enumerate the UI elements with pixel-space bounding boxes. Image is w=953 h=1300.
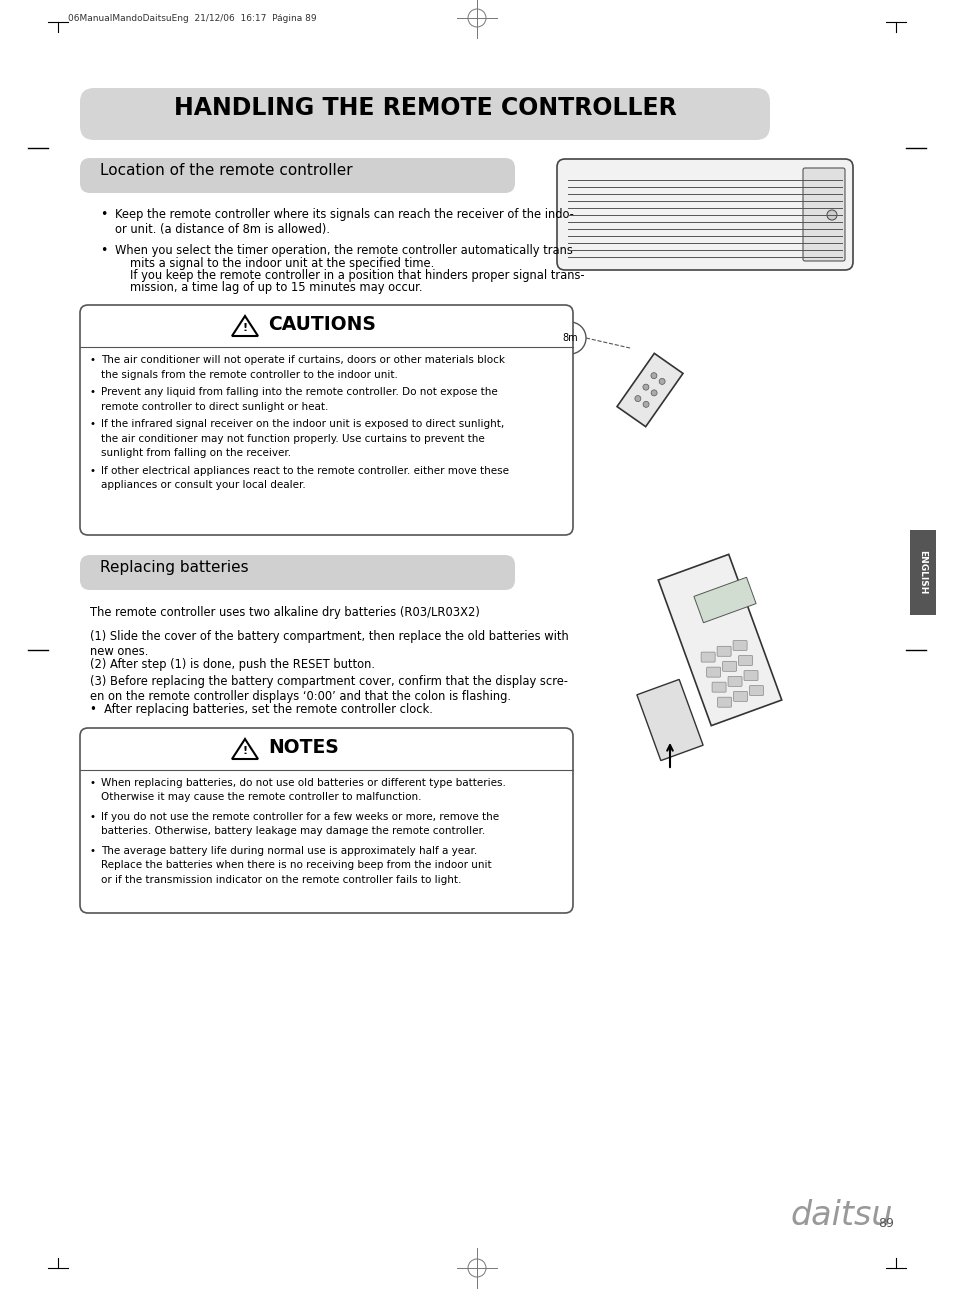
FancyBboxPatch shape [80, 306, 573, 536]
Text: •: • [100, 208, 108, 221]
Text: NOTES: NOTES [268, 738, 338, 757]
FancyBboxPatch shape [732, 641, 746, 650]
Circle shape [642, 384, 648, 390]
FancyBboxPatch shape [721, 662, 736, 671]
Text: •: • [90, 812, 96, 822]
Text: •: • [90, 465, 96, 476]
FancyBboxPatch shape [909, 530, 935, 615]
Polygon shape [693, 577, 756, 623]
Text: •: • [90, 777, 96, 788]
FancyBboxPatch shape [706, 667, 720, 677]
FancyBboxPatch shape [80, 159, 515, 192]
Circle shape [650, 373, 657, 378]
Text: The remote controller uses two alkaline dry batteries (R03/LR03X2): The remote controller uses two alkaline … [90, 606, 479, 619]
FancyBboxPatch shape [711, 682, 725, 692]
FancyBboxPatch shape [717, 697, 731, 707]
Circle shape [659, 378, 664, 385]
Polygon shape [617, 354, 682, 426]
Text: The air conditioner will not operate if curtains, doors or other materials block: The air conditioner will not operate if … [101, 355, 504, 365]
Text: appliances or consult your local dealer.: appliances or consult your local dealer. [101, 480, 305, 490]
Text: (1) Slide the cover of the battery compartment, then replace the old batteries w: (1) Slide the cover of the battery compa… [90, 630, 568, 658]
Text: Replace the batteries when there is no receiving beep from the indoor unit: Replace the batteries when there is no r… [101, 861, 491, 871]
Text: •: • [90, 846, 96, 855]
Text: Location of the remote controller: Location of the remote controller [100, 162, 353, 178]
FancyBboxPatch shape [802, 168, 844, 261]
Text: Prevent any liquid from falling into the remote controller. Do not expose the: Prevent any liquid from falling into the… [101, 387, 497, 396]
Text: mission, a time lag of up to 15 minutes may occur.: mission, a time lag of up to 15 minutes … [130, 281, 422, 294]
FancyBboxPatch shape [700, 653, 715, 662]
Text: •  After replacing batteries, set the remote controller clock.: • After replacing batteries, set the rem… [90, 703, 433, 716]
FancyBboxPatch shape [80, 88, 769, 140]
Text: ENGLISH: ENGLISH [918, 550, 926, 594]
Text: •: • [90, 387, 96, 396]
Polygon shape [637, 680, 702, 760]
Text: CAUTIONS: CAUTIONS [268, 315, 375, 334]
Text: If you do not use the remote controller for a few weeks or more, remove the: If you do not use the remote controller … [101, 812, 498, 822]
Polygon shape [658, 554, 781, 725]
Text: 89: 89 [877, 1217, 893, 1230]
Text: 06ManualMandoDaitsuEng  21/12/06  16:17  Página 89: 06ManualMandoDaitsuEng 21/12/06 16:17 Pá… [68, 14, 316, 23]
Text: remote controller to direct sunlight or heat.: remote controller to direct sunlight or … [101, 402, 328, 412]
FancyBboxPatch shape [80, 728, 573, 913]
FancyBboxPatch shape [717, 646, 730, 656]
Text: or if the transmission indicator on the remote controller fails to light.: or if the transmission indicator on the … [101, 875, 461, 885]
Text: daitsu: daitsu [789, 1199, 892, 1232]
FancyBboxPatch shape [80, 555, 515, 590]
Text: (2) After step (1) is done, push the RESET button.: (2) After step (1) is done, push the RES… [90, 658, 375, 671]
Circle shape [634, 395, 640, 402]
FancyBboxPatch shape [749, 685, 762, 696]
Circle shape [650, 390, 657, 396]
Text: If other electrical appliances react to the remote controller. either move these: If other electrical appliances react to … [101, 465, 509, 476]
Text: Keep the remote controller where its signals can reach the receiver of the indo-: Keep the remote controller where its sig… [115, 208, 574, 237]
Text: •: • [100, 244, 108, 257]
Text: If you keep the remote controller in a position that hinders proper signal trans: If you keep the remote controller in a p… [130, 269, 584, 282]
Text: HANDLING THE REMOTE CONTROLLER: HANDLING THE REMOTE CONTROLLER [173, 96, 676, 120]
Text: sunlight from falling on the receiver.: sunlight from falling on the receiver. [101, 448, 291, 458]
Text: •: • [90, 419, 96, 429]
Text: 8m: 8m [561, 333, 578, 343]
FancyBboxPatch shape [738, 655, 752, 666]
Text: !: ! [242, 322, 247, 333]
Text: !: ! [242, 746, 247, 757]
Text: Replacing batteries: Replacing batteries [100, 560, 249, 575]
Text: batteries. Otherwise, battery leakage may damage the remote controller.: batteries. Otherwise, battery leakage ma… [101, 827, 485, 836]
Polygon shape [232, 738, 257, 759]
Text: Otherwise it may cause the remote controller to malfunction.: Otherwise it may cause the remote contro… [101, 793, 421, 802]
Text: If the infrared signal receiver on the indoor unit is exposed to direct sunlight: If the infrared signal receiver on the i… [101, 419, 504, 429]
Text: When replacing batteries, do not use old batteries or different type batteries.: When replacing batteries, do not use old… [101, 777, 505, 788]
Text: When you select the timer operation, the remote controller automatically trans-: When you select the timer operation, the… [115, 244, 577, 257]
FancyBboxPatch shape [557, 159, 852, 270]
Circle shape [826, 211, 836, 220]
Text: The average battery life during normal use is approximately half a year.: The average battery life during normal u… [101, 846, 476, 855]
Text: •: • [90, 355, 96, 365]
Text: the air conditioner may not function properly. Use curtains to prevent the: the air conditioner may not function pro… [101, 433, 484, 443]
Text: the signals from the remote controller to the indoor unit.: the signals from the remote controller t… [101, 369, 397, 380]
FancyBboxPatch shape [743, 671, 758, 680]
FancyBboxPatch shape [733, 692, 747, 702]
Circle shape [642, 402, 648, 407]
Circle shape [554, 322, 585, 354]
FancyBboxPatch shape [727, 676, 741, 686]
Text: mits a signal to the indoor unit at the specified time.: mits a signal to the indoor unit at the … [130, 257, 434, 270]
Text: (3) Before replacing the battery compartment cover, confirm that the display scr: (3) Before replacing the battery compart… [90, 675, 567, 703]
Polygon shape [232, 316, 257, 335]
